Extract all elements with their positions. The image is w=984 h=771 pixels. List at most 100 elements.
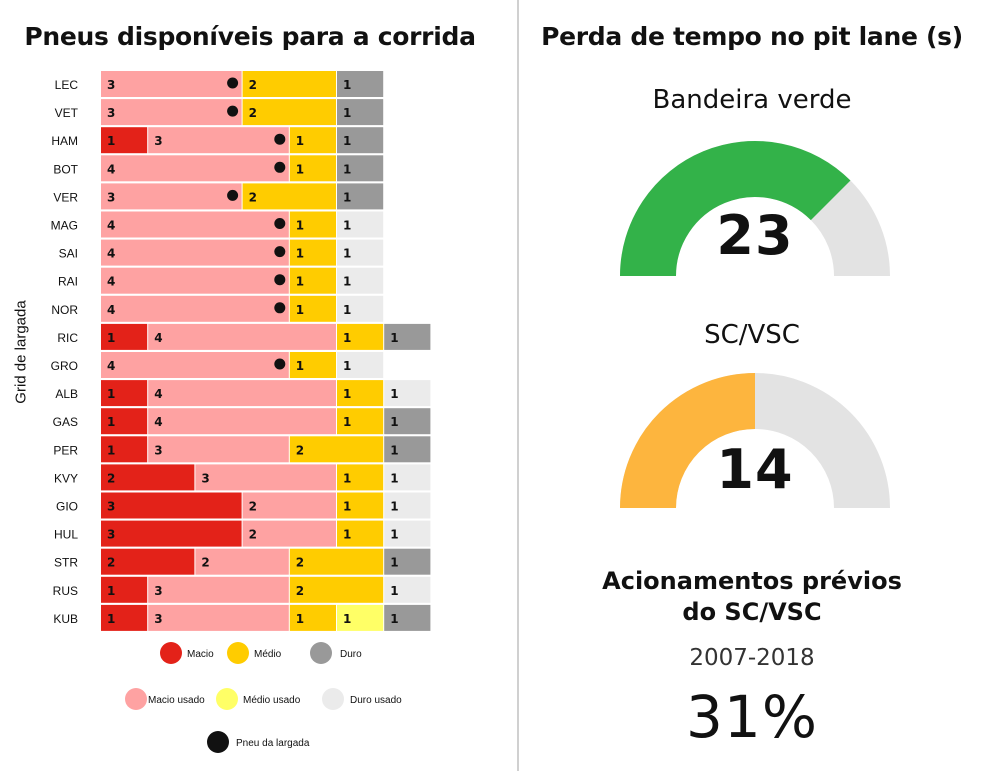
tyre-segment (101, 99, 242, 126)
driver-label: GRO (51, 359, 78, 373)
tyre-segment (148, 604, 289, 631)
tyre-count-label: 1 (107, 584, 115, 598)
tyre-segment (384, 323, 431, 350)
tyre-count-label: 1 (390, 528, 398, 542)
tyre-segment (337, 380, 384, 407)
legend-label-duro: Duro (340, 649, 362, 660)
tyre-count-label: 4 (107, 359, 115, 373)
tyre-count-label: 1 (390, 471, 398, 485)
tyre-count-label: 2 (296, 584, 304, 598)
tyre-count-label: 4 (107, 219, 115, 233)
tyre-segment (384, 464, 431, 491)
tyre-segment (242, 99, 336, 126)
start-tyre-marker (274, 218, 286, 229)
tyre-segment (337, 520, 384, 547)
tyre-count-label: 1 (390, 500, 398, 514)
start-tyre-marker (274, 358, 286, 370)
driver-label: RIC (57, 331, 78, 345)
tyre-count-label: 1 (390, 415, 398, 429)
tyre-count-label: 1 (343, 247, 351, 261)
tyre-segment (337, 295, 384, 322)
tyre-segment (101, 436, 148, 463)
tyre-count-label: 2 (201, 556, 209, 570)
tyre-count-label: 1 (107, 134, 115, 148)
tyre-count-label: 1 (343, 78, 351, 92)
tyre-count-label: 4 (107, 247, 115, 261)
driver-label: KUB (53, 612, 78, 626)
tyre-count-label: 3 (154, 612, 162, 626)
tyre-count-label: 1 (390, 443, 398, 457)
tyre-count-label: 1 (107, 415, 115, 429)
tyre-count-label: 2 (296, 443, 304, 457)
tyre-segment (101, 155, 289, 182)
tyre-count-label: 1 (343, 415, 351, 429)
tyre-count-label: 3 (107, 500, 115, 514)
tyre-count-label: 1 (343, 162, 351, 176)
tyre-segment (337, 352, 384, 378)
tyre-count-label: 1 (107, 387, 115, 401)
tyre-count-label: 3 (154, 443, 162, 457)
tyre-segment (148, 436, 289, 463)
tyre-segment (337, 211, 384, 238)
driver-label: STR (54, 556, 78, 570)
driver-label: GIO (56, 500, 78, 514)
legend-label-medio: Médio (254, 649, 282, 660)
tyre-segment (337, 464, 384, 491)
start-tyre-marker (274, 302, 286, 314)
sc-gauge-fill (620, 373, 756, 508)
previous-sc-title: Acionamentos prévios do SC/VSC (520, 566, 984, 628)
tyre-segment (384, 492, 431, 519)
green-flag-value: 23 (716, 204, 794, 267)
tyre-stacked-bar-chart: LEC 3 2 1 VET 3 2 1 HAM 1 3 1 1 BOT 4 1 1 VER 3 2 1 MAG 4 1 1 SAI… (51, 71, 431, 753)
driver-label: LEC (55, 78, 79, 92)
tyre-segment (195, 464, 336, 491)
tyre-segment (101, 183, 242, 210)
tyre-segment (101, 604, 148, 631)
tyre-count-label: 3 (107, 78, 115, 92)
tyre-segment (101, 520, 242, 547)
driver-label: ALB (55, 387, 78, 401)
tyre-segment (289, 239, 336, 266)
driver-label: PER (53, 443, 78, 457)
driver-label: MAG (51, 219, 78, 233)
tyre-count-label: 1 (343, 359, 351, 373)
driver-label: BOT (53, 162, 78, 176)
tyre-count-label: 1 (390, 556, 398, 570)
tyre-segment (337, 239, 384, 266)
sc-vsc-label: SC/VSC (704, 320, 800, 350)
tyre-count-label: 2 (249, 500, 257, 514)
tyre-count-label: 1 (343, 331, 351, 345)
tyre-segment (148, 576, 289, 603)
green-gauge-fill (620, 141, 851, 276)
tyre-segment (101, 295, 289, 322)
tyre-count-label: 1 (390, 331, 398, 345)
legend-label-start: Pneu da largada (236, 738, 310, 749)
tyre-count-label: 2 (249, 528, 257, 542)
tyre-count-label: 1 (296, 247, 304, 261)
tyre-segment (384, 604, 431, 631)
driver-label: NOR (51, 303, 78, 317)
tyre-segment (101, 576, 148, 603)
tyre-count-label: 1 (343, 106, 351, 120)
driver-label: VER (53, 190, 78, 204)
tyre-segment (289, 211, 336, 238)
tyre-segment (148, 323, 336, 350)
tyre-segment (101, 380, 148, 407)
tyre-count-label: 3 (107, 106, 115, 120)
tyre-segment (242, 492, 336, 519)
tyre-segment (337, 408, 384, 435)
tyre-segment (384, 576, 431, 603)
tyre-segment (101, 239, 289, 266)
driver-label: HUL (54, 528, 78, 542)
tyre-segment (148, 408, 336, 435)
legend-label-medio-usado: Médio usado (243, 695, 301, 706)
tyre-segment (337, 604, 384, 631)
green-flag-label: Bandeira verde (652, 85, 852, 115)
tyre-count-label: 1 (296, 134, 304, 148)
start-tyre-marker (227, 77, 239, 89)
tyre-count-label: 1 (343, 219, 351, 233)
tyre-segment (242, 71, 336, 97)
tyre-segment (337, 267, 384, 294)
start-tyre-marker (227, 105, 239, 117)
previous-sc-years: 2007-2018 (689, 645, 815, 671)
